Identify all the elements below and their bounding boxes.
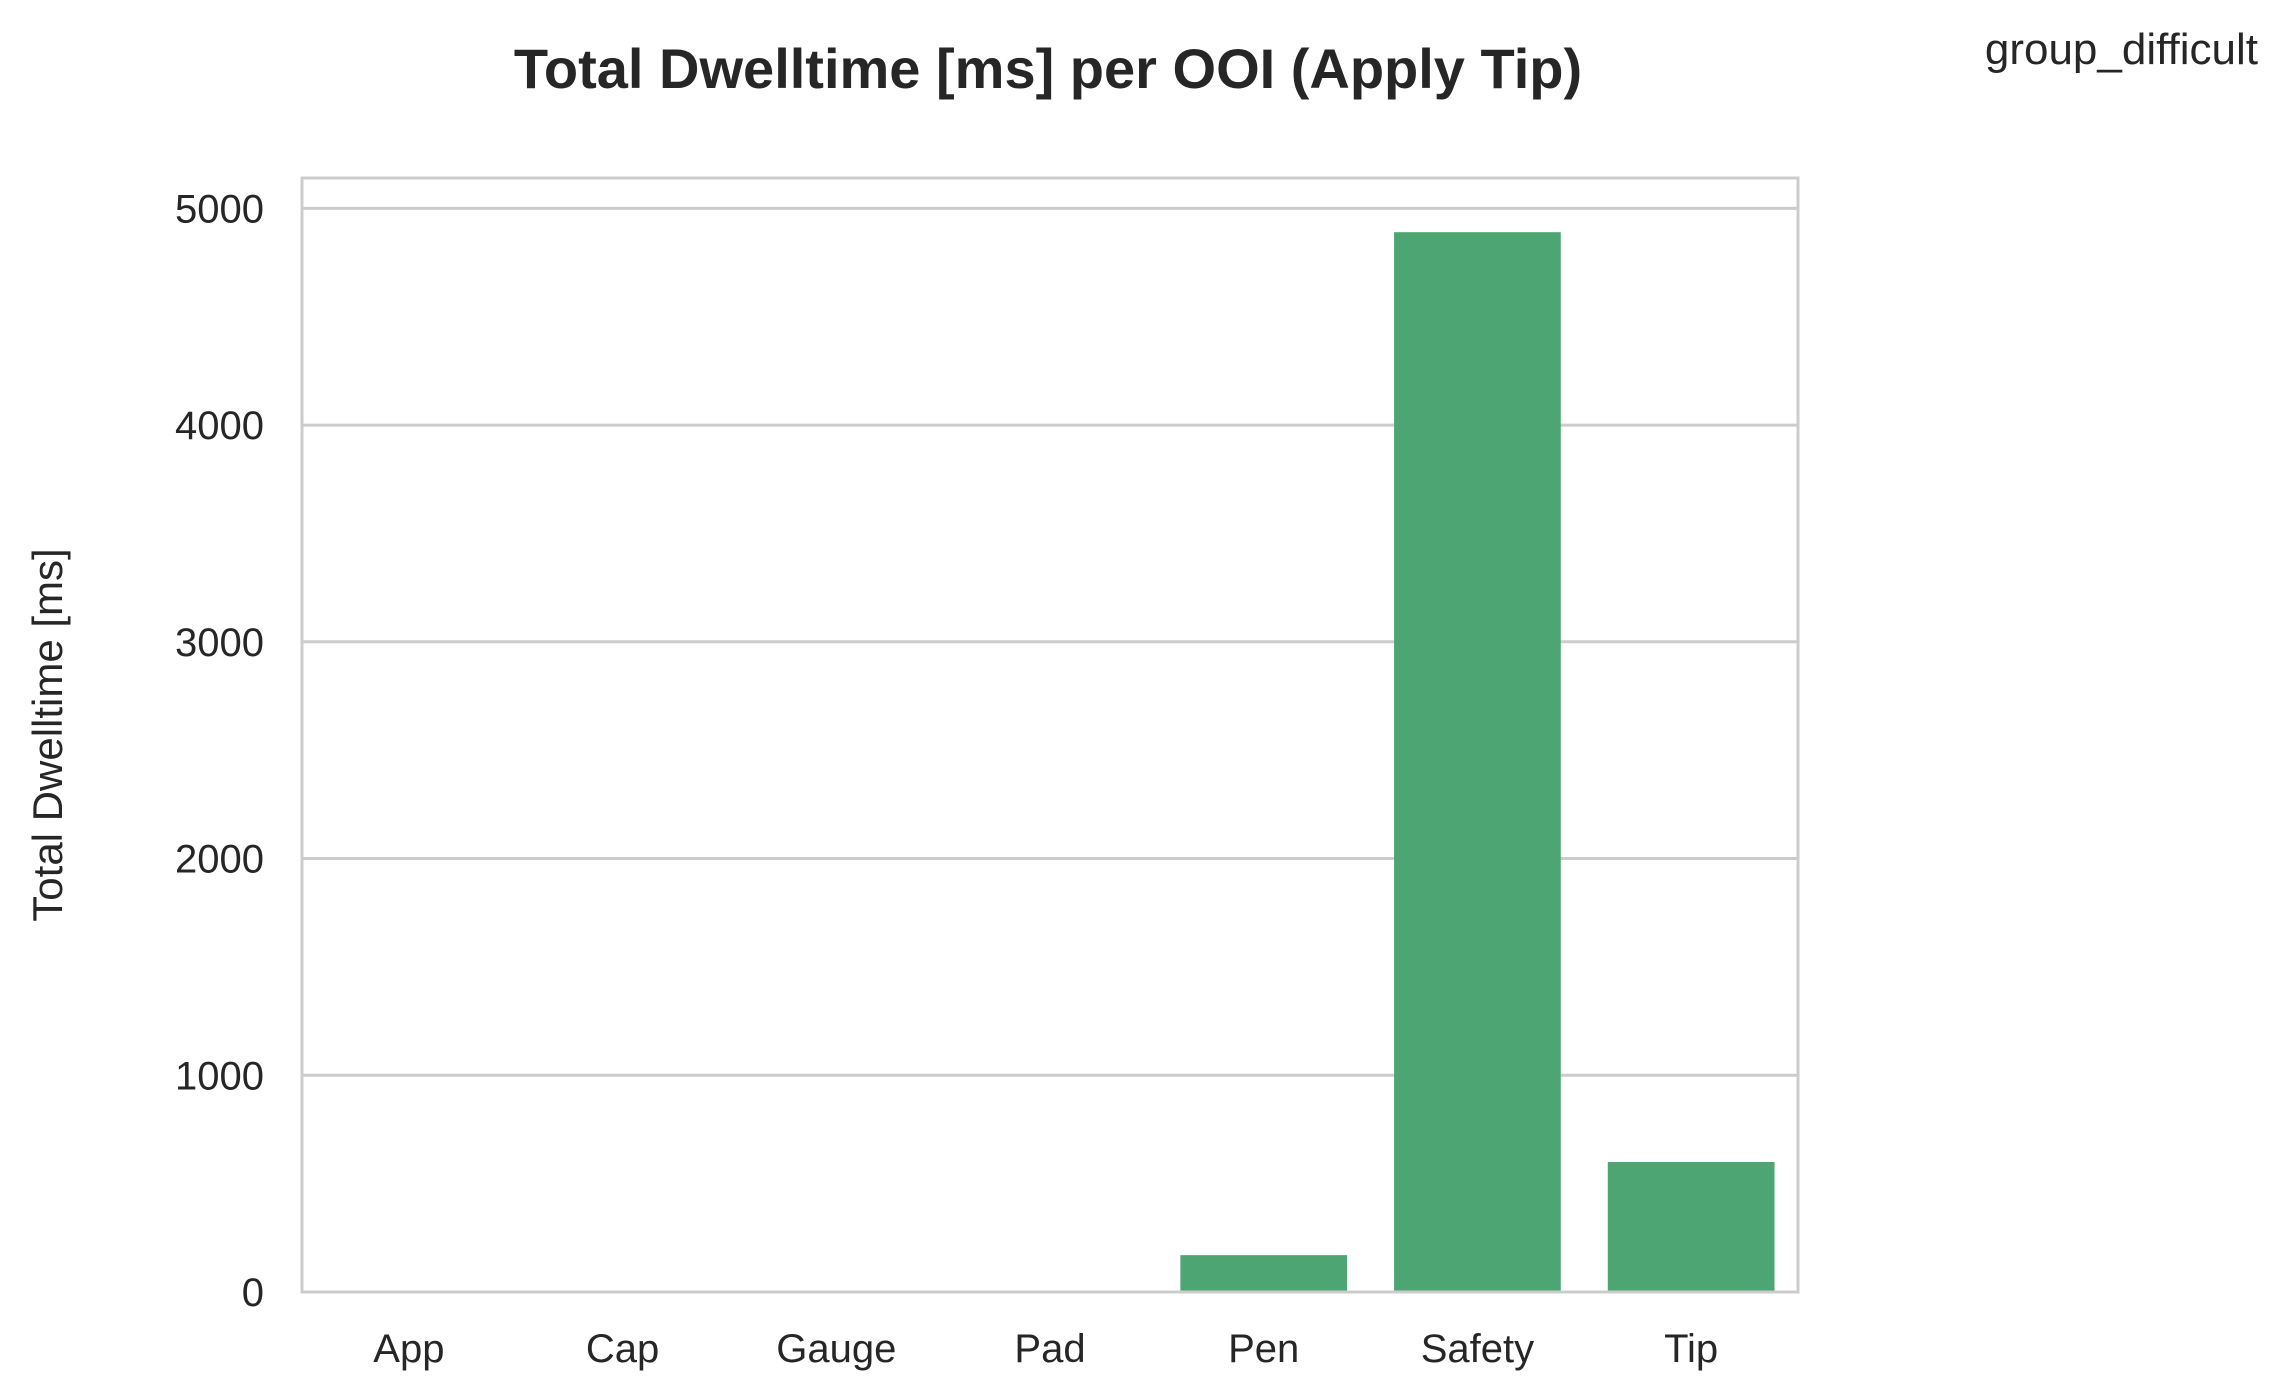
bar-pen [1180,1255,1348,1292]
y-axis-label: Total Dwelltime [ms] [24,548,71,921]
x-tick-label: Pad [1014,1327,1085,1371]
x-tick-label: Safety [1421,1327,1534,1371]
y-tick-label: 4000 [175,404,264,448]
chart-title: Total Dwelltime [ms] per OOI (Apply Tip) [514,37,1582,100]
y-tick-labels: 0 1000 2000 3000 4000 5000 [175,187,264,1315]
legend-title: group_difficult [1985,25,2258,74]
bar-tip [1607,1161,1775,1292]
x-tick-label: App [373,1327,444,1371]
plot-frame [300,176,1800,1294]
x-tick-labels: App Cap Gauge Pad Pen Safety Tip [373,1327,1718,1371]
y-tick-label: 1000 [175,1054,264,1098]
gridlines [302,206,1798,1294]
x-tick-label: Tip [1664,1327,1718,1371]
y-tick-label: 0 [242,1271,264,1315]
bars [1180,232,1775,1293]
y-tick-label: 2000 [175,838,264,882]
bar-safety [1394,232,1561,1293]
y-tick-label: 5000 [175,187,264,231]
x-tick-label: Gauge [776,1327,896,1371]
x-tick-label: Pen [1228,1327,1299,1371]
x-tick-label: Cap [586,1327,659,1371]
y-tick-label: 3000 [175,621,264,665]
